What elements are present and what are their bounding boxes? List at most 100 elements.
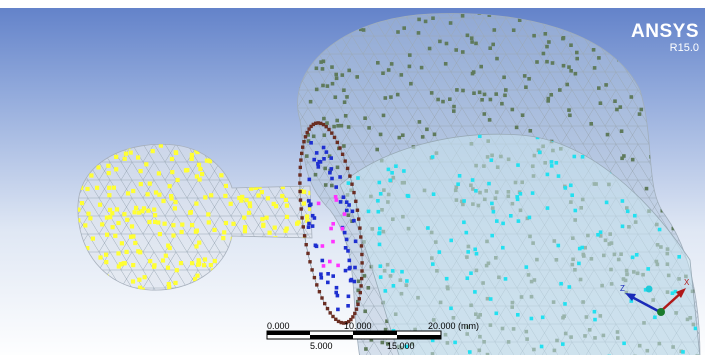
mesh-node xyxy=(107,193,112,198)
mesh-node xyxy=(366,286,371,290)
mesh-node xyxy=(694,72,698,76)
mesh-node xyxy=(233,288,238,291)
mesh-node xyxy=(355,208,360,212)
mesh-node xyxy=(305,130,309,135)
mesh-node xyxy=(383,96,388,100)
mesh-node xyxy=(338,175,342,179)
mesh-node xyxy=(125,217,130,222)
mesh-node xyxy=(604,200,609,205)
mesh-node xyxy=(366,209,371,214)
mesh-node xyxy=(516,163,520,167)
mesh-node xyxy=(235,145,240,150)
mesh-node xyxy=(157,192,162,197)
mesh-node xyxy=(343,246,348,250)
mesh-node xyxy=(400,269,404,274)
mesh-node xyxy=(598,230,603,234)
mesh-node xyxy=(351,315,355,319)
mesh-node xyxy=(169,194,174,199)
mesh-node xyxy=(487,118,492,122)
isometric-ball-icon[interactable] xyxy=(645,285,653,293)
mesh-node xyxy=(613,99,617,103)
mesh-node xyxy=(649,155,653,159)
mesh-node xyxy=(592,66,597,70)
mesh-node xyxy=(302,176,307,181)
mesh-node xyxy=(688,223,693,227)
mesh-node xyxy=(256,252,261,257)
mesh-node xyxy=(279,248,284,253)
mesh-node xyxy=(230,153,235,159)
mesh-node xyxy=(314,87,319,92)
mesh-node xyxy=(297,337,302,342)
mesh-node xyxy=(340,152,345,156)
mesh-node xyxy=(115,144,120,149)
mesh-node xyxy=(532,33,536,38)
mesh-node xyxy=(701,160,705,164)
mesh-node xyxy=(195,288,201,291)
mesh-node xyxy=(533,13,537,15)
mesh-node xyxy=(546,96,551,101)
mesh-node xyxy=(399,73,404,77)
mesh-node xyxy=(276,270,281,275)
mesh-node xyxy=(162,221,167,226)
mesh-node xyxy=(156,171,161,176)
mesh-node xyxy=(243,225,248,230)
mesh-node xyxy=(320,258,325,263)
mesh-node xyxy=(307,206,313,211)
mesh-node xyxy=(298,181,302,185)
mesh-node xyxy=(449,306,453,311)
mesh-node xyxy=(324,150,329,154)
mesh-node xyxy=(212,258,217,264)
mesh-node xyxy=(146,208,151,213)
mesh-node xyxy=(376,199,380,203)
mesh-node xyxy=(341,263,345,267)
mesh-node xyxy=(420,135,425,139)
mesh-node xyxy=(342,100,347,104)
mesh-node xyxy=(259,190,264,195)
mesh-node xyxy=(693,166,697,170)
mesh-node xyxy=(358,226,362,230)
brand-name: ANSYS xyxy=(631,21,699,42)
mesh-node xyxy=(395,92,400,97)
mesh-node xyxy=(675,90,680,94)
mesh-node xyxy=(339,123,344,128)
mesh-node xyxy=(567,65,571,69)
mesh-node xyxy=(306,251,310,256)
mesh-node xyxy=(360,276,364,281)
mesh-node xyxy=(391,284,396,288)
mesh-node xyxy=(237,195,242,201)
mesh-node xyxy=(684,213,689,218)
mesh-node xyxy=(316,201,321,206)
mesh-node xyxy=(197,295,201,299)
mesh-node xyxy=(364,347,368,351)
mesh-node xyxy=(234,178,240,183)
mesh-node xyxy=(688,190,692,194)
mesh-node xyxy=(288,144,293,149)
mesh-node xyxy=(152,263,157,268)
mesh-node xyxy=(78,255,83,261)
mesh-node xyxy=(561,342,565,346)
mesh-node xyxy=(90,236,95,241)
mesh-node xyxy=(302,278,307,283)
mesh-node xyxy=(291,96,295,100)
mesh-node xyxy=(88,277,93,282)
mesh-node xyxy=(267,247,272,252)
mesh-node xyxy=(328,311,332,315)
mesh-node xyxy=(295,144,300,149)
mesh-node xyxy=(699,206,700,211)
mesh-node xyxy=(564,13,568,15)
axis-triad[interactable]: X Z xyxy=(612,272,692,322)
mesh-node xyxy=(173,150,178,155)
mesh-node xyxy=(346,213,351,217)
mesh-node xyxy=(308,260,312,264)
mesh-node xyxy=(257,184,262,189)
mesh-node xyxy=(77,262,82,267)
mesh-node xyxy=(568,113,572,118)
mesh-node xyxy=(84,169,89,175)
mesh-node xyxy=(575,56,579,61)
mesh-node xyxy=(529,316,534,321)
mesh-node xyxy=(322,230,327,234)
mesh-node xyxy=(352,218,356,223)
mesh-node xyxy=(356,288,360,293)
mesh-node xyxy=(431,192,436,196)
